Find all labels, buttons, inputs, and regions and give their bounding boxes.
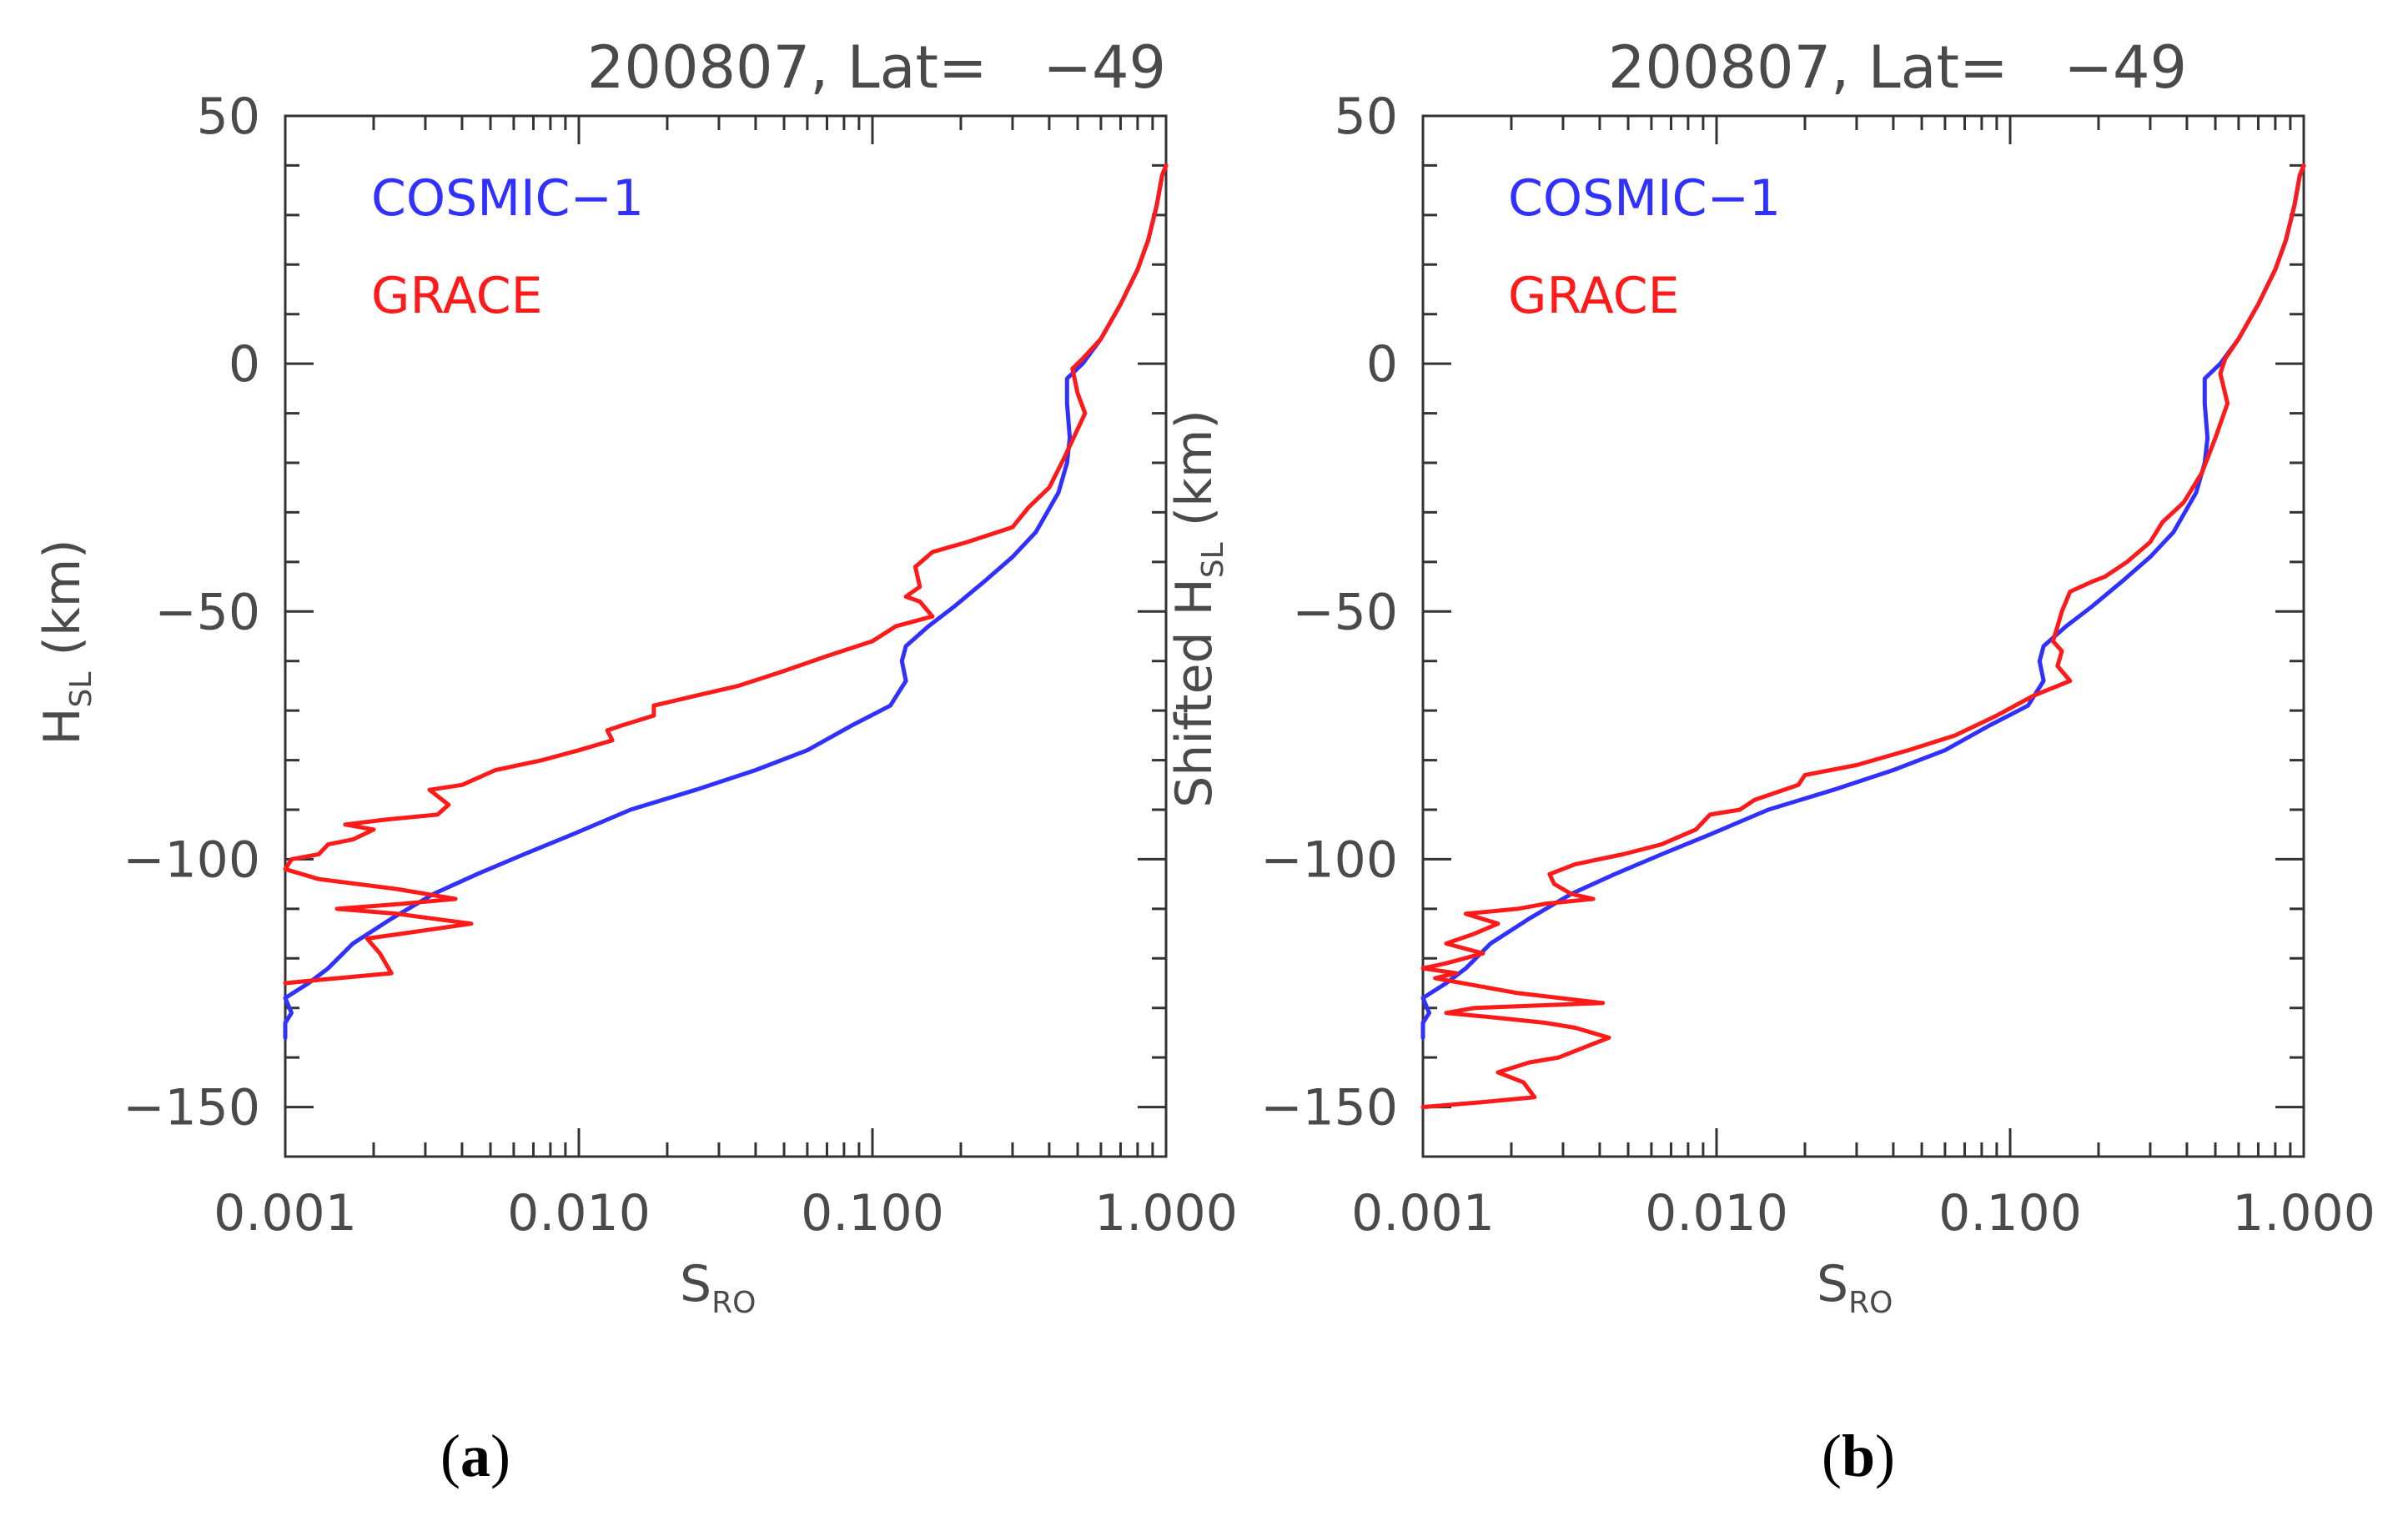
x-axis-label: SRO (680, 1255, 756, 1320)
y-tick-label: −100 (123, 831, 260, 889)
y-axis-label: Shifted HSL (km) (1165, 409, 1230, 808)
y-tick-labels: 50 0 −50 −100 −150 (123, 88, 260, 1137)
panel-letter: a (460, 1423, 490, 1489)
series-line-grace (283, 163, 1169, 986)
x-tick-labels: 0.001 0.010 0.100 1.000 (214, 1184, 1238, 1242)
x-tick-label: 0.100 (801, 1184, 944, 1242)
y-tick-label: −100 (1260, 831, 1398, 889)
x-tick-label: 0.001 (214, 1184, 357, 1242)
x-tick-label: 0.100 (1938, 1184, 2082, 1242)
panel-a: 200807, Lat= −49 0.001 0.010 0.100 1.000 50… (33, 33, 1238, 1489)
y-axis-label-suffix: (km) (1165, 409, 1224, 542)
legend-entry-cosmic: COSMIC−1 (371, 169, 644, 228)
chart-title: 200807, Lat= −49 (1608, 33, 2187, 102)
y-tick-label: −50 (1292, 583, 1398, 641)
y-tick-label: 0 (1366, 335, 1398, 394)
panel-label: (b) (1822, 1423, 1895, 1489)
y-tick-label: 50 (197, 88, 260, 146)
y-tick-label: 0 (229, 335, 260, 394)
series-lines (1420, 163, 2306, 1110)
y-tick-label: −150 (1260, 1079, 1398, 1137)
x-axis-label: SRO (1817, 1255, 1893, 1320)
y-tick-label: 50 (1335, 88, 1398, 146)
x-tick-label: 1.000 (2232, 1184, 2375, 1242)
y-axis-label-suffix: (km) (33, 539, 92, 671)
y-tick-labels: 50 0 −50 −100 −150 (1260, 88, 1398, 1137)
x-tick-label: 0.010 (507, 1184, 651, 1242)
panel-b: 200807, Lat= −49 0.001 0.010 0.100 1.000 50… (1165, 33, 2375, 1489)
series-lines (283, 163, 1169, 1040)
y-axis-label: HSL (km) (33, 539, 98, 745)
x-axis-label-sub: RO (711, 1286, 756, 1320)
y-tick-label: −150 (123, 1079, 260, 1137)
legend-entry-grace: GRACE (371, 267, 543, 325)
legend-entry-cosmic: COSMIC−1 (1508, 169, 1781, 228)
plot-frame (284, 114, 1168, 1158)
x-tick-label: 1.000 (1094, 1184, 1238, 1242)
panel-letter: b (1842, 1423, 1875, 1489)
y-axis-label-main: H (1165, 578, 1224, 615)
x-tick-label: 0.010 (1645, 1184, 1788, 1242)
x-tick-labels: 0.001 0.010 0.100 1.000 (1351, 1184, 2375, 1242)
y-axis-label-prefix: Shifted (1165, 615, 1224, 807)
x-tick-label: 0.001 (1351, 1184, 1495, 1242)
x-axis-label-main: S (1817, 1255, 1848, 1313)
panel-label: (a) (440, 1423, 510, 1489)
y-tick-label: −50 (154, 583, 260, 641)
plot-frame (1421, 114, 2305, 1158)
y-axis-label-sub: SL (1196, 542, 1230, 578)
x-axis-label-sub: RO (1848, 1286, 1893, 1320)
chart-title: 200807, Lat= −49 (587, 33, 1166, 102)
ticks (1421, 114, 2305, 1158)
ticks (284, 114, 1168, 1158)
x-axis-label-main: S (680, 1255, 711, 1313)
legend-entry-grace: GRACE (1508, 267, 1680, 325)
y-axis-label-sub: SL (64, 672, 98, 708)
y-axis-label-main: H (33, 707, 92, 745)
series-line-grace (1420, 163, 2306, 1110)
